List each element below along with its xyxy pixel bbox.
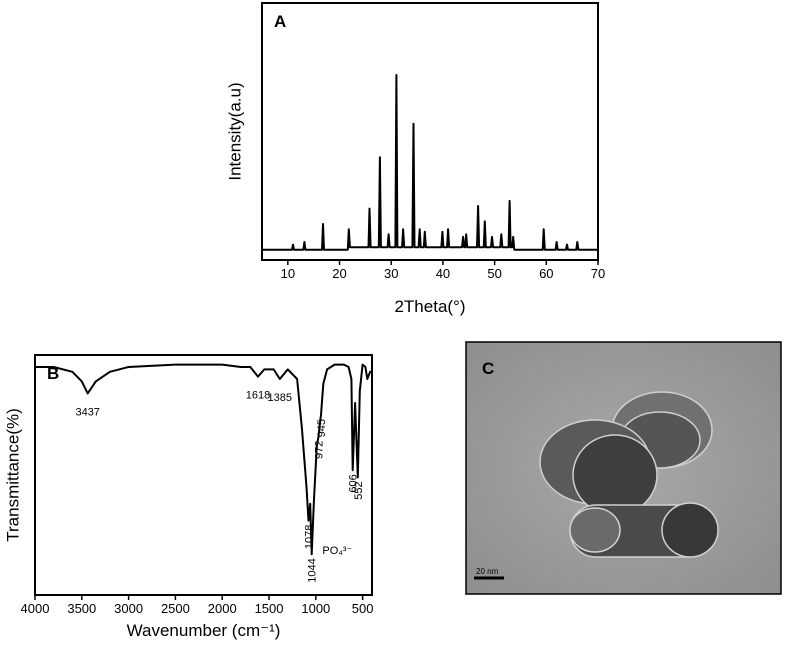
annotation: 1618 xyxy=(246,390,270,402)
plot-frame xyxy=(34,354,373,596)
annotation: 1385 xyxy=(268,392,292,404)
spectrum-line xyxy=(262,74,598,251)
annotation: 606 xyxy=(348,474,360,492)
panel-label: B xyxy=(47,364,59,383)
chart-panel: 4000 3500 3000 2500 2000 1500 1000 500 B Wavenumb… xyxy=(3,354,374,640)
annotation: 945 xyxy=(316,419,328,437)
x-tick-label: 20 xyxy=(332,266,346,281)
spectrum-line xyxy=(35,363,372,556)
x-tick-label: 50 xyxy=(487,266,501,281)
y-axis-label: Intensity(a.u) xyxy=(225,82,244,180)
chart-panel: 10 20 30 40 50 60 70 A 2Theta(°) Intensity(a.u) xyxy=(225,2,605,316)
x-tick-label: 30 xyxy=(384,266,398,281)
x-tick-label: 3000 xyxy=(114,601,143,616)
x-tick-label: 70 xyxy=(591,266,605,281)
annotation: PO₄³⁻ xyxy=(322,545,352,557)
x-tick-label: 60 xyxy=(539,266,553,281)
scale-bar-label: 20 nm xyxy=(476,567,499,576)
annotation: 972 xyxy=(313,441,325,459)
x-tick-label: 40 xyxy=(436,266,450,281)
panel-label: A xyxy=(274,12,286,31)
annotation: 552 xyxy=(353,481,365,499)
y-axis-label: Transmittance(%) xyxy=(3,408,22,542)
annotation: 1044 xyxy=(307,558,319,582)
x-tick-label: 2000 xyxy=(208,601,237,616)
particles xyxy=(539,391,719,558)
x-axis-label: 2Theta(°) xyxy=(394,297,465,316)
x-tick-label: 2500 xyxy=(161,601,190,616)
x-tick-label: 3500 xyxy=(67,601,96,616)
annotation: 3437 xyxy=(75,406,99,418)
x-axis-label: Wavenumber (cm⁻¹) xyxy=(127,621,281,640)
x-tick-label: 4000 xyxy=(21,601,50,616)
x-tick-label: 500 xyxy=(352,601,374,616)
plot-frame xyxy=(261,2,599,261)
x-tick-label: 10 xyxy=(281,266,295,281)
panel-label: C xyxy=(482,359,494,378)
tem-panel: C 20 nm xyxy=(465,341,782,595)
annotation: 1078 xyxy=(304,525,316,549)
x-tick-label: 1000 xyxy=(301,601,330,616)
x-tick-label: 1500 xyxy=(255,601,284,616)
